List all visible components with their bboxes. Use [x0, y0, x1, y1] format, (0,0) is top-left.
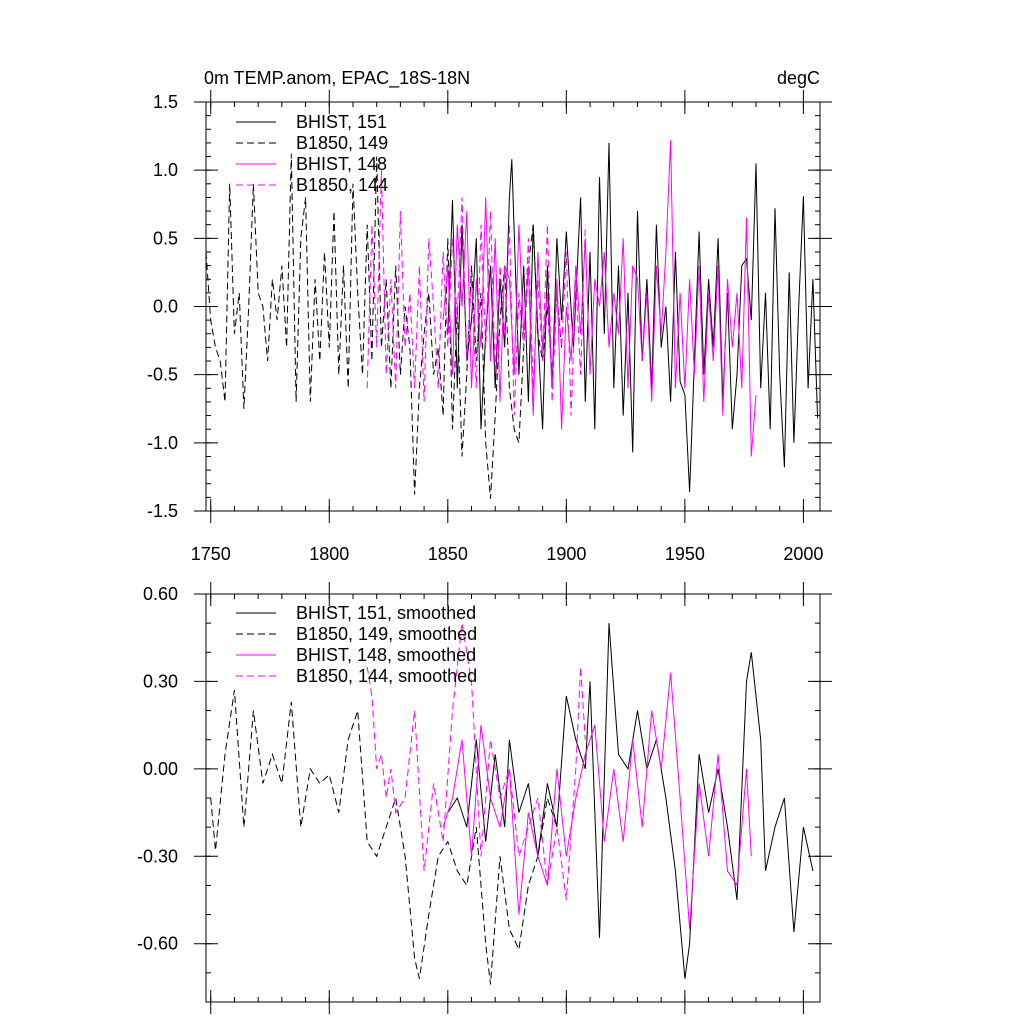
top-legend-label: B1850, 144: [296, 175, 388, 195]
top-y-tick-label: 0.5: [153, 228, 178, 248]
top-series-line-3: [442, 140, 757, 457]
top-series-line-2: [205, 153, 563, 499]
bottom-y-tick-label: 0.30: [143, 671, 178, 691]
chart-title: 0m TEMP.anom, EPAC_18S-18N: [204, 68, 470, 89]
chart-units: degC: [777, 68, 820, 88]
top-x-tick-label: 1750: [191, 544, 231, 564]
top-y-tick-label: 0.0: [153, 297, 178, 317]
chart-panel-top: 0m TEMP.anom, EPAC_18S-18N degC 1.5 1.0 0.…: [147, 68, 832, 564]
bottom-y-tick-label: 0.60: [143, 584, 178, 604]
top-x-tick-label: 1800: [309, 544, 349, 564]
bottom-series-line-1: [447, 623, 814, 979]
top-legend-label: B1850, 149: [296, 133, 388, 153]
top-series-line-4: [366, 170, 586, 416]
bottom-legend-label: B1850, 149, smoothed: [296, 624, 477, 644]
bottom-y-tick-label: -0.30: [137, 846, 178, 866]
bottom-series-line-4: [366, 623, 586, 901]
top-x-tick-label: 1900: [546, 544, 586, 564]
bottom-series-line-3: [442, 672, 752, 930]
bottom-y-tick-label: 0.00: [143, 759, 178, 779]
top-y-tick-label: -1.5: [147, 501, 178, 521]
top-legend-label: BHIST, 151: [296, 112, 387, 132]
top-legend-label: BHIST, 148: [296, 154, 387, 174]
top-y-tick-label: 1.0: [153, 160, 178, 180]
top-x-tick-label: 1850: [428, 544, 468, 564]
bottom-legend-label: BHIST, 148, smoothed: [296, 645, 476, 665]
bottom-legend-label: B1850, 144, smoothed: [296, 666, 477, 686]
top-y-tick-label: -0.5: [147, 365, 178, 385]
bottom-y-tick-label: -0.60: [137, 934, 178, 954]
top-x-tick-label: 1950: [665, 544, 705, 564]
top-x-tick-label: 2000: [783, 544, 823, 564]
chart-panel-bottom: 0.60 0.30 0.00 -0.30 -0.60 BHIST, 151, smooth…: [137, 582, 832, 1014]
top-series-line-1: [447, 142, 819, 492]
top-y-tick-label: -1.0: [147, 433, 178, 453]
bottom-legend-label: BHIST, 151, smoothed: [296, 603, 476, 623]
bottom-series-line-2: [210, 690, 558, 985]
top-y-tick-label: 1.5: [153, 92, 178, 112]
